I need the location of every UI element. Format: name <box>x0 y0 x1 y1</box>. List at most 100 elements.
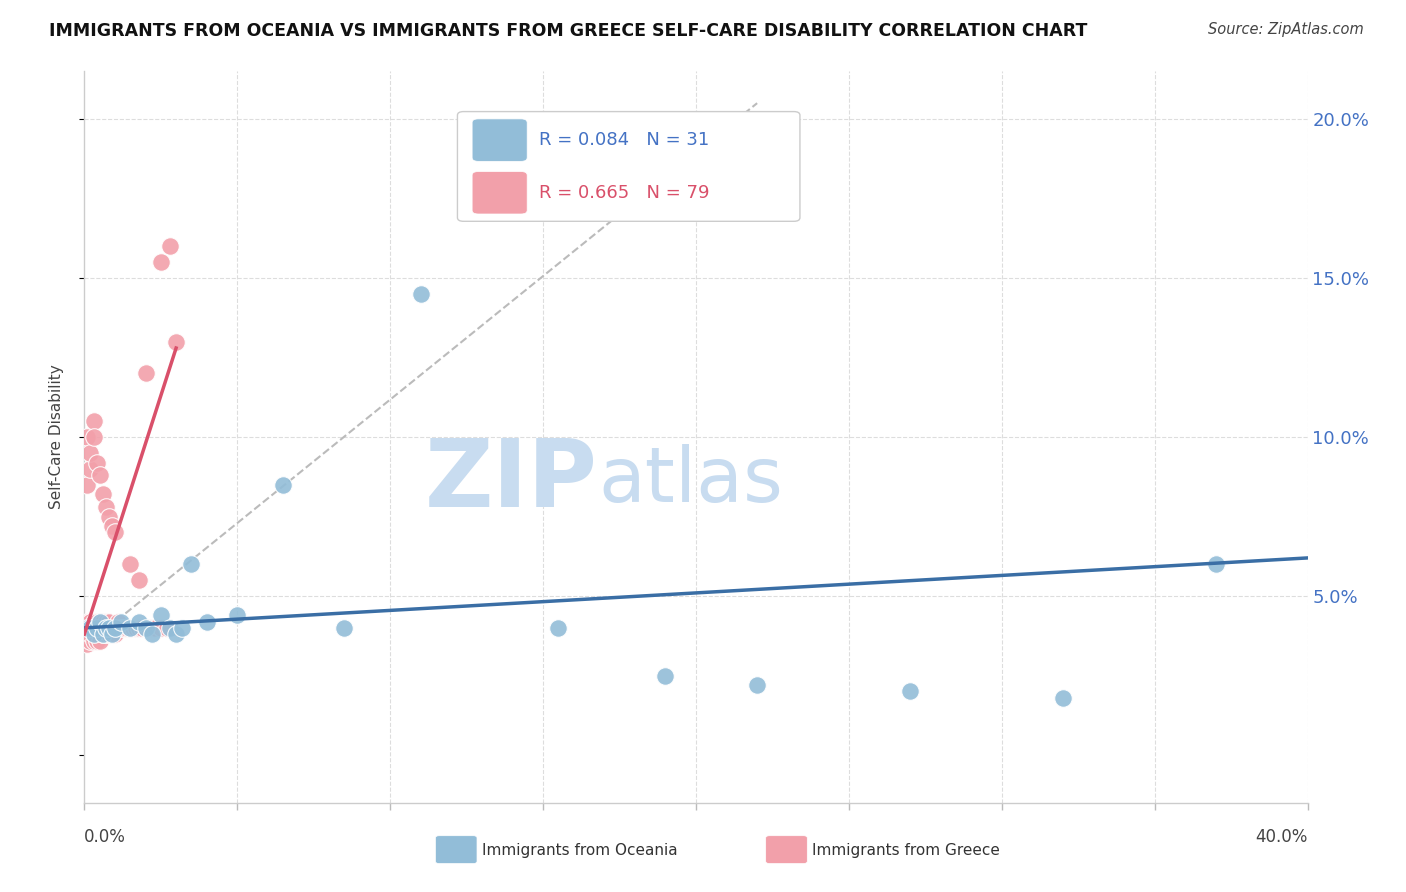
Point <box>83 414 105 428</box>
Point <box>94 627 117 641</box>
Point <box>76 627 98 641</box>
Point <box>83 430 105 444</box>
Point <box>76 621 98 635</box>
Point <box>83 627 105 641</box>
Point <box>156 621 179 635</box>
Point <box>94 615 117 629</box>
FancyBboxPatch shape <box>436 836 477 863</box>
Point <box>104 627 127 641</box>
Point <box>149 621 172 635</box>
Point <box>138 621 160 635</box>
Point <box>101 519 124 533</box>
Point <box>1052 690 1074 705</box>
Point <box>110 615 132 629</box>
Point <box>79 615 101 629</box>
Text: ZIP: ZIP <box>425 435 598 527</box>
Point <box>79 621 101 635</box>
Point <box>141 621 163 635</box>
Point <box>83 621 105 635</box>
Point <box>91 627 114 641</box>
Point <box>120 621 142 635</box>
Point <box>409 287 432 301</box>
FancyBboxPatch shape <box>457 112 800 221</box>
Point <box>159 621 181 635</box>
Point <box>97 509 120 524</box>
Text: IMMIGRANTS FROM OCEANIA VS IMMIGRANTS FROM GREECE SELF-CARE DISABILITY CORRELATI: IMMIGRANTS FROM OCEANIA VS IMMIGRANTS FR… <box>49 22 1088 40</box>
Point <box>79 621 101 635</box>
Text: R = 0.665   N = 79: R = 0.665 N = 79 <box>540 184 710 202</box>
Point <box>115 621 138 635</box>
Point <box>86 627 108 641</box>
Point <box>91 487 114 501</box>
Point <box>79 627 101 641</box>
Point <box>271 477 294 491</box>
Point <box>83 621 105 635</box>
Text: Immigrants from Greece: Immigrants from Greece <box>813 843 1000 858</box>
Point <box>76 430 98 444</box>
Point <box>83 627 105 641</box>
Text: R = 0.084   N = 31: R = 0.084 N = 31 <box>540 131 710 149</box>
Point <box>91 621 114 635</box>
Text: Immigrants from Oceania: Immigrants from Oceania <box>482 843 678 858</box>
Point <box>149 255 172 269</box>
Point <box>97 621 120 635</box>
Point <box>97 627 120 641</box>
Point <box>547 621 569 635</box>
Point <box>89 627 111 641</box>
Point <box>122 621 145 635</box>
Point <box>79 621 101 635</box>
Point <box>76 615 98 629</box>
Point <box>89 468 111 483</box>
Point <box>107 615 129 629</box>
Point <box>172 621 194 635</box>
Point <box>333 621 356 635</box>
Point <box>89 633 111 648</box>
Y-axis label: Self-Care Disability: Self-Care Disability <box>49 365 63 509</box>
Point <box>76 621 98 635</box>
Point <box>79 621 101 635</box>
Point <box>135 621 157 635</box>
Point <box>125 621 148 635</box>
Point <box>83 627 105 641</box>
Point <box>91 627 114 641</box>
Point <box>180 558 202 572</box>
Text: 0.0%: 0.0% <box>84 829 127 847</box>
Point <box>94 621 117 635</box>
Point <box>120 558 142 572</box>
Point <box>128 573 150 587</box>
Point <box>89 615 111 629</box>
Point <box>86 621 108 635</box>
Point <box>101 627 124 641</box>
Point <box>97 615 120 629</box>
Point <box>79 446 101 460</box>
Point <box>76 627 98 641</box>
Point <box>79 462 101 476</box>
Point <box>91 615 114 629</box>
Point <box>76 621 98 635</box>
Point <box>101 621 124 635</box>
Point <box>83 615 105 629</box>
Point <box>101 627 124 641</box>
Point <box>141 627 163 641</box>
Point <box>128 621 150 635</box>
Point <box>89 621 111 635</box>
Point <box>104 621 127 635</box>
Text: 40.0%: 40.0% <box>1256 829 1308 847</box>
Point <box>76 637 98 651</box>
Point <box>1205 558 1227 572</box>
Text: Source: ZipAtlas.com: Source: ZipAtlas.com <box>1208 22 1364 37</box>
Point <box>143 621 166 635</box>
Point <box>226 608 249 623</box>
Point <box>86 615 108 629</box>
Point <box>79 633 101 648</box>
Point <box>159 239 181 253</box>
Point <box>135 367 157 381</box>
Point <box>110 621 132 635</box>
Point <box>76 477 98 491</box>
Point <box>128 615 150 629</box>
Point <box>112 621 135 635</box>
Point <box>135 621 157 635</box>
Point <box>149 608 172 623</box>
Point <box>165 334 187 349</box>
Point <box>79 615 101 629</box>
